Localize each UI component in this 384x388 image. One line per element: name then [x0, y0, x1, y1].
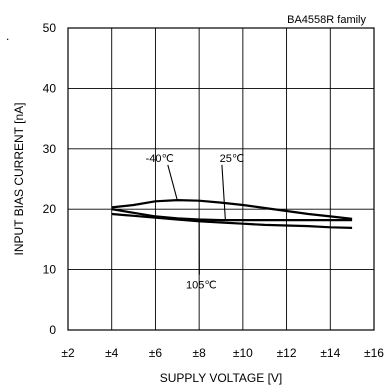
y-tick-label: 40 [43, 81, 57, 95]
series-annotation: 105℃ [186, 280, 217, 292]
series-line [111, 199, 353, 220]
y-tick-label: 20 [43, 202, 57, 216]
y-tick-label: 50 [43, 21, 57, 35]
series-annotation: -40℃ [146, 153, 174, 165]
stray-mark: . [6, 29, 9, 43]
y-axis-title: INPUT BIAS CURRENT [nA] [12, 103, 26, 256]
x-tick-label: ±6 [149, 346, 163, 360]
x-tick-label: ±14 [320, 346, 340, 360]
x-tick-label: ±10 [233, 346, 253, 360]
annotation-leader [221, 164, 226, 221]
series-line [111, 212, 353, 229]
x-tick-label: ±12 [277, 346, 297, 360]
grid [68, 28, 374, 330]
axis-ticks: ±2 ±4 ±6 ±8 ±10 ±12 ±14 ±16 0 10 20 30 40 50 [43, 21, 384, 360]
x-tick-label: ±8 [193, 346, 207, 360]
x-axis-title: SUPPLY VOLTAGE [V] [160, 371, 283, 385]
annotation-leader [167, 164, 178, 201]
plot-frame [67, 27, 375, 331]
y-tick-label: 10 [43, 263, 57, 277]
series-line [111, 208, 353, 222]
x-tick-label: ±2 [61, 346, 75, 360]
series-lines [111, 199, 353, 229]
y-tick-label: 30 [43, 142, 57, 156]
x-tick-label: ±16 [364, 346, 384, 360]
series-annotation: 25℃ [220, 153, 245, 165]
x-tick-label: ±4 [105, 346, 119, 360]
annotations: -40℃ 25℃ 105℃ [146, 153, 245, 292]
y-tick-label: 0 [49, 323, 56, 337]
legend-label: BA4558R family [287, 14, 366, 26]
